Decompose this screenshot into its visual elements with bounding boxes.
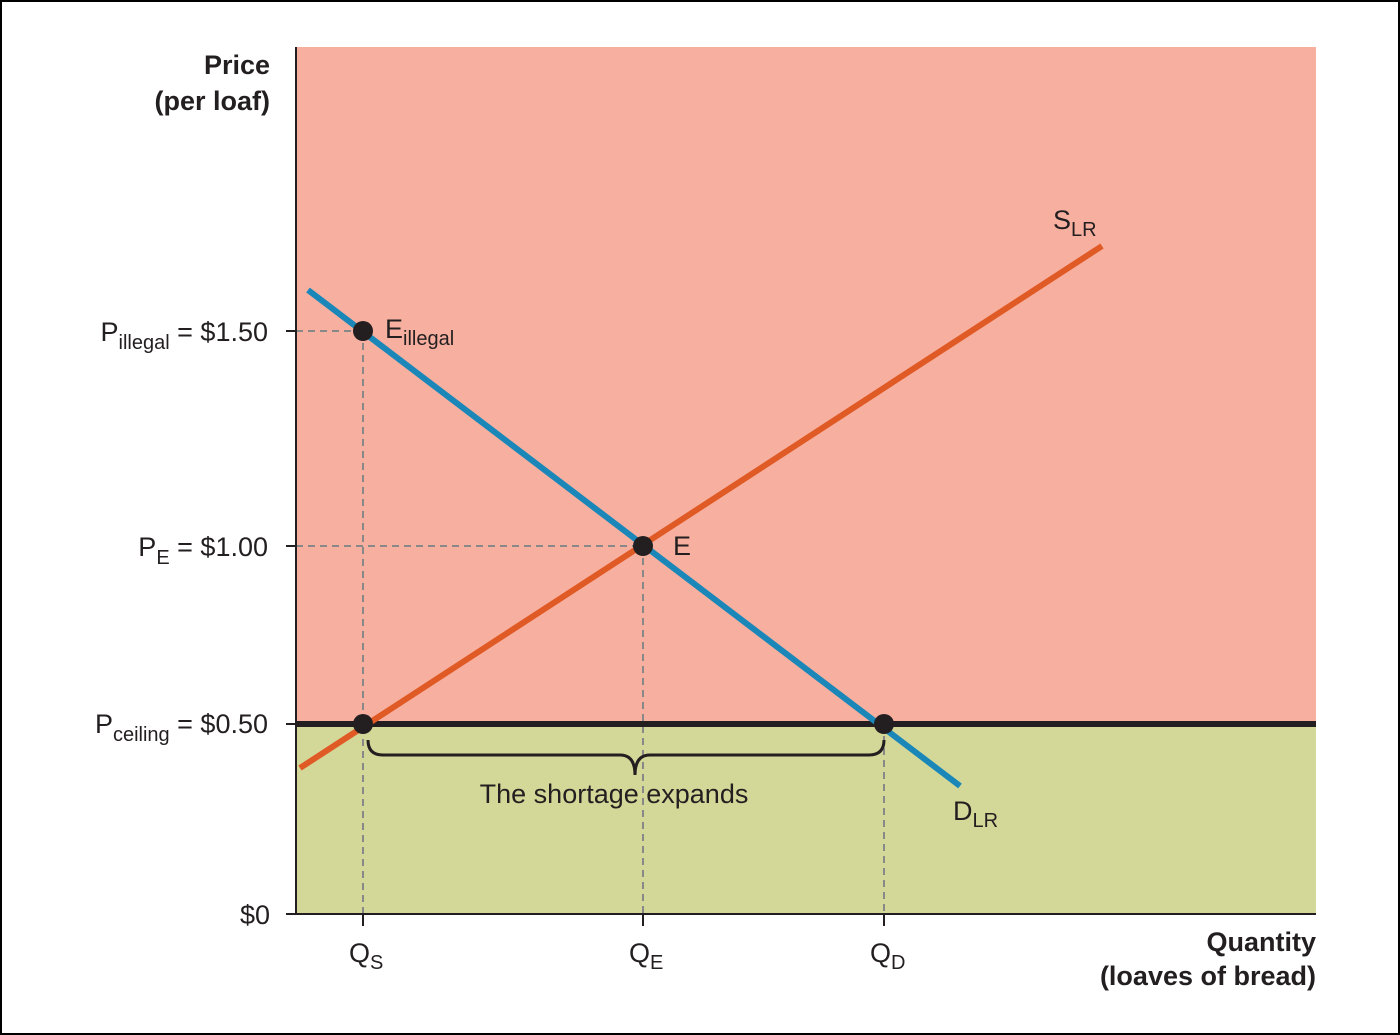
symbol: Q [349,938,370,968]
y-tick-label: $0 [240,900,270,930]
supply-curve [298,243,1104,771]
symbol: P [100,317,118,347]
subscript: S [370,952,383,974]
x-title: Quantity [1206,927,1316,957]
y-tick-label: Pceiling = $0.50 [95,709,268,746]
symbol: P [138,532,156,562]
value: = $1.00 [170,532,268,562]
subscript: illegal [403,328,454,350]
annotation: The shortage expands [480,779,749,809]
x-title: (loaves of bread) [1100,961,1316,991]
subscript: D [891,952,905,974]
curve-label: DLR [953,796,998,832]
illegal-region [296,47,1316,724]
x-tick-label: QD [870,938,905,974]
point [353,714,373,734]
shortage-brace [366,739,886,776]
axes [286,47,1316,926]
value: = $0.50 [170,709,268,739]
subscript: ceiling [113,724,170,746]
symbol: D [953,796,973,826]
point-label: E [673,531,691,561]
point [874,714,894,734]
point-label: Eillegal [385,314,454,350]
symbol: S [1053,205,1071,235]
value: = $1.50 [170,317,268,347]
y-tick-label: PE = $1.00 [138,532,268,569]
x-tick-label: QE [629,938,663,974]
point [633,536,653,556]
symbol: Q [870,938,891,968]
y-title: Price [204,50,270,80]
subscript: LR [1071,219,1097,241]
symbol: E [385,314,403,344]
symbol: P [95,709,113,739]
subscript: E [156,547,169,569]
demand-curve [306,287,962,789]
curve-label: SLR [1053,205,1097,241]
points [353,321,894,734]
y-tick-label: Pillegal = $1.50 [100,317,268,354]
y-title: (per loaf) [154,86,270,116]
x-tick-label: QS [349,938,383,974]
guides [296,330,885,914]
subscript: LR [973,810,999,832]
legal-region [296,724,1316,914]
symbol: Q [629,938,650,968]
point [353,321,373,341]
subscript: E [650,952,663,974]
subscript: illegal [119,332,170,354]
